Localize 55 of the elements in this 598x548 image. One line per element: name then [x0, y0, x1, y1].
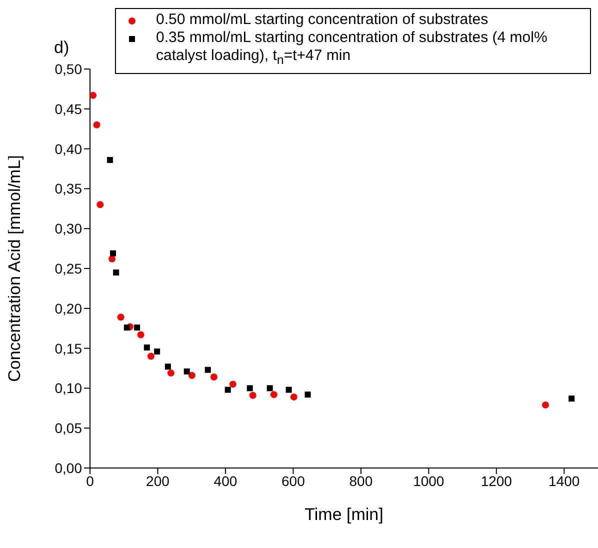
y-tick-label: 0,00	[54, 460, 82, 476]
y-axis-title: Concentration Acid [mmol/mL]	[5, 155, 24, 382]
x-tick-label: 600	[282, 472, 306, 489]
y-tick-label: 0,30	[54, 220, 82, 237]
y-tick-label: 0,45	[54, 100, 82, 117]
x-axis-title: Time [min]	[304, 505, 384, 524]
point	[224, 386, 231, 393]
point	[568, 396, 575, 402]
point	[542, 401, 550, 408]
legend-label: 0.35 mmol/mL starting concentration of substrates (4 mol% catalyst loading), t$_{n}$=t+47 min	[156, 29, 548, 69]
y-tick-label: 0,05	[54, 420, 82, 436]
x-tick-label: 1200	[480, 472, 512, 489]
point	[266, 385, 273, 392]
y-tick-label: 0,40	[54, 140, 82, 157]
point	[144, 344, 150, 350]
y-tick-label: 0,15	[54, 340, 82, 356]
y-tick-label: 0,20	[54, 300, 82, 316]
point	[106, 156, 113, 163]
y-tick-label: 0,25	[54, 260, 82, 276]
point	[124, 324, 130, 331]
point	[246, 385, 253, 392]
point	[204, 366, 211, 373]
point	[154, 348, 160, 354]
point	[117, 314, 124, 321]
x-tick-label: 1000	[413, 472, 444, 489]
y-tick-label: 0,35	[54, 180, 82, 197]
point	[304, 392, 311, 398]
point	[188, 372, 196, 379]
x-tick-label: 400	[214, 472, 238, 489]
text: d)	[54, 38, 70, 58]
legend-label: 0.50 mmol/mL starting concentration of substrates	[156, 11, 488, 29]
point	[108, 255, 116, 262]
y-tick-label: 0,10	[54, 380, 82, 396]
point	[164, 364, 171, 370]
point	[137, 331, 144, 338]
x-tick-label: 1400	[548, 472, 580, 489]
point	[147, 352, 154, 360]
point	[210, 374, 218, 381]
point	[134, 324, 140, 331]
point	[93, 121, 100, 128]
point	[90, 92, 97, 99]
point	[270, 391, 278, 398]
y-tick-label: 0,50	[54, 60, 82, 77]
point	[167, 370, 174, 377]
point	[184, 368, 190, 374]
point	[290, 393, 298, 400]
point	[110, 250, 116, 256]
x-tick-label: 800	[349, 472, 373, 489]
point	[229, 380, 236, 388]
point	[96, 201, 104, 208]
point	[286, 386, 292, 393]
x-tick-label: 0	[86, 472, 94, 489]
point	[113, 269, 120, 276]
x-tick-label: 200	[146, 472, 170, 489]
point	[249, 392, 256, 399]
